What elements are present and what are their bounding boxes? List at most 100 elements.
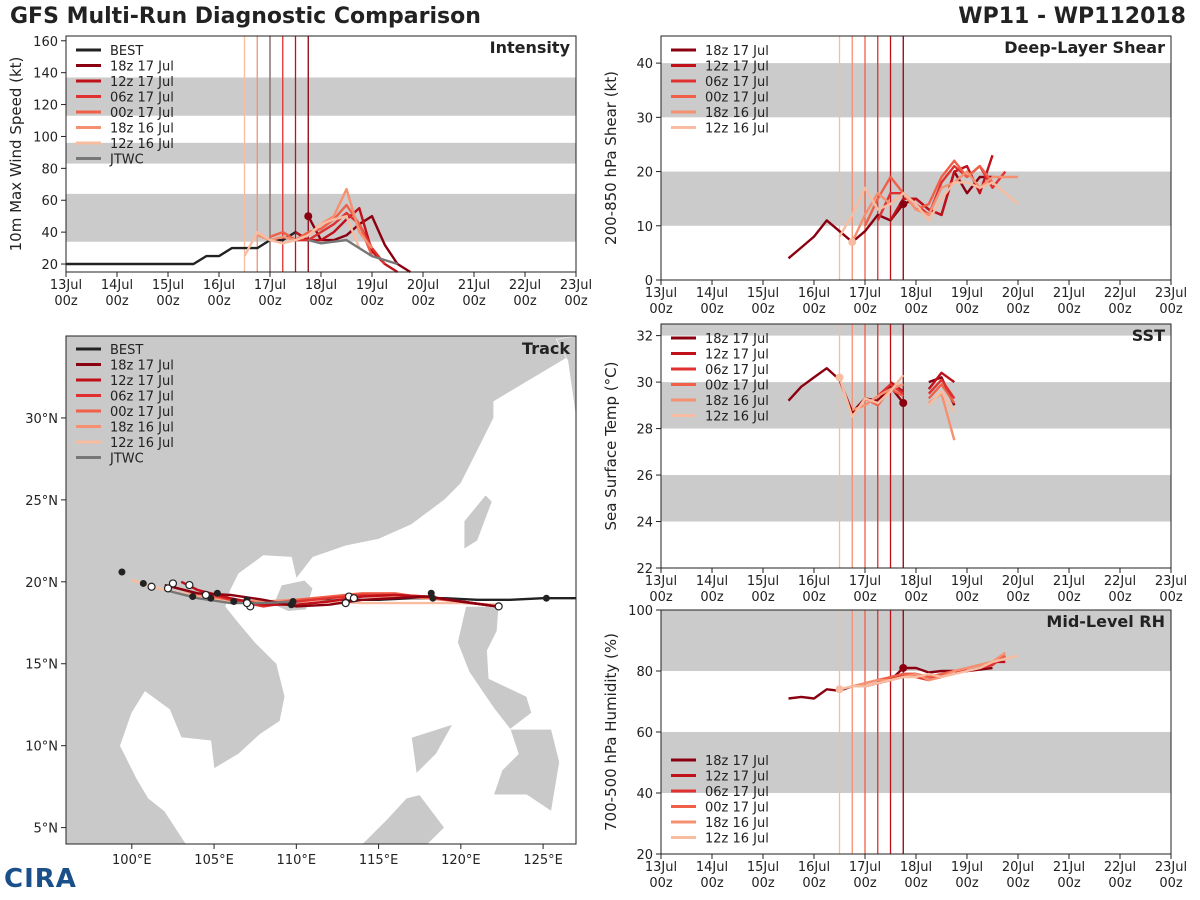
sst-marker [899,399,908,408]
rh-x-tick-label: 20Jul [1002,860,1034,875]
sst-y-tick-label: 26 [636,469,653,484]
rh-x-tick-label: 00z [1057,876,1081,891]
sst-x-tick-label: 00z [955,590,979,605]
track-position-marker [542,594,550,602]
sst-title: SST [1132,326,1165,345]
shear-x-tick-label: 17Jul [849,286,881,301]
sst-x-tick-label: 21Jul [1053,574,1085,589]
sst-y-tick-label: 28 [636,423,653,438]
track-land [463,494,493,550]
shear-marker [899,200,908,209]
track-legend-label: 06z 17 Jul [110,390,174,405]
shear-ylabel: 200-850 hPa Shear (kt) [602,71,620,245]
track-legend-label: 18z 17 Jul [110,359,174,374]
track-lon-label: 125°E [523,853,563,868]
track-legend-label: JTWC [109,452,144,467]
track-position-marker [118,568,126,576]
intensity-band [66,77,576,116]
track-position-marker [168,579,178,588]
intensity-series-best [66,230,309,266]
shear-y-tick-label: 10 [636,220,653,235]
sst-x-tick-label: 15Jul [747,574,779,589]
shear-x-tick-label: 00z [1108,302,1132,317]
intensity-x-tick-label: 22Jul [509,278,541,293]
rh-x-tick-label: 00z [1159,876,1183,891]
intensity-title: Intensity [490,38,571,57]
rh-x-tick-label: 19Jul [951,860,983,875]
intensity-x-tick-label: 00z [564,294,588,309]
shear-band [661,63,1171,118]
rh-marker [899,663,908,672]
sst-x-tick-label: 00z [1057,590,1081,605]
shear-x-tick-label: 23Jul [1155,286,1187,301]
rh-x-tick-label: 18Jul [900,860,932,875]
sst-legend-label: 00z 17 Jul [705,379,769,394]
track-lon-label: 110°E [277,853,317,868]
rh-x-tick-label: 17Jul [849,860,881,875]
intensity-legend-label: 18z 16 Jul [110,122,174,137]
sst-x-tick-label: 20Jul [1002,574,1034,589]
track-lat-label: 20°N [25,576,58,591]
sst-x-tick-label: 13Jul [645,574,677,589]
intensity-x-tick-label: 18Jul [305,278,337,293]
sst-x-tick-label: 14Jul [696,574,728,589]
rh-legend-label: 18z 16 Jul [705,816,769,831]
shear-marker [848,238,857,247]
rh-y-tick-label: 60 [636,726,653,741]
intensity-x-tick-label: 00z [309,294,333,309]
sst-series-00z-17-jul-b [927,383,956,404]
intensity-x-tick-label: 00z [207,294,231,309]
page-title: GFS Multi-Run Diagnostic Comparison [10,4,481,29]
intensity-x-tick-label: 15Jul [152,278,184,293]
intensity-y-tick-label: 60 [41,194,58,209]
sst-x-tick-label: 00z [802,590,826,605]
intensity-y-tick-label: 100 [33,130,58,145]
track-position-marker [189,593,197,601]
sst-series-12z-16-jul [838,374,905,419]
rh-x-tick-label: 13Jul [645,860,677,875]
intensity-x-tick-label: 00z [54,294,78,309]
rh-x-tick-label: 16Jul [798,860,830,875]
track-land [411,723,454,775]
sst-band [661,324,1171,336]
rh-y-tick-label: 20 [636,848,653,863]
shear-legend-label: 12z 17 Jul [705,60,769,75]
intensity-legend-label: 06z 17 Jul [110,91,174,106]
sst-series-12z-16-jul-b [927,390,956,413]
shear-y-tick-label: 0 [645,274,653,289]
rh-x-tick-label: 00z [955,876,979,891]
track-lat-label: 15°N [25,658,58,673]
track-legend-label: 12z 17 Jul [110,374,174,389]
track-lon-label: 120°E [441,853,481,868]
shear-x-tick-label: 16Jul [798,286,830,301]
rh-legend-label: 12z 17 Jul [705,770,769,785]
intensity-legend-label: 12z 16 Jul [110,137,174,152]
rh-panel: 13Jul00z14Jul00z15Jul00z16Jul00z17Jul00z… [602,604,1187,891]
intensity-x-tick-label: 00z [156,294,180,309]
intensity-x-tick-label: 00z [105,294,129,309]
track-lat-label: 5°N [34,822,59,837]
track-legend-label: 18z 16 Jul [110,421,174,436]
track-position-marker [213,589,221,597]
sst-y-tick-label: 24 [636,516,653,531]
shear-x-tick-label: 00z [1057,302,1081,317]
track-position-marker [242,599,252,608]
intensity-y-tick-label: 140 [33,67,58,82]
intensity-legend-label: 12z 17 Jul [110,75,174,90]
sst-series-06z-17-jul-b [927,378,956,400]
shear-panel: 13Jul00z14Jul00z15Jul00z16Jul00z17Jul00z… [602,35,1187,317]
sst-x-tick-label: 00z [853,590,877,605]
sst-x-tick-label: 23Jul [1155,574,1187,589]
intensity-ylabel: 10m Max Wind Speed (kt) [7,57,25,252]
shear-x-tick-label: 00z [904,302,928,317]
intensity-x-tick-label: 23Jul [560,278,592,293]
sst-x-tick-label: 00z [904,590,928,605]
track-position-marker [349,594,359,603]
track-lon-label: 105°E [194,853,234,868]
track-position-marker [230,597,238,605]
shear-series-18z-16-jul [851,170,1018,243]
rh-x-tick-label: 00z [1006,876,1030,891]
intensity-x-tick-label: 13Jul [50,278,82,293]
sst-x-tick-label: 00z [751,590,775,605]
shear-x-tick-label: 00z [649,302,673,317]
